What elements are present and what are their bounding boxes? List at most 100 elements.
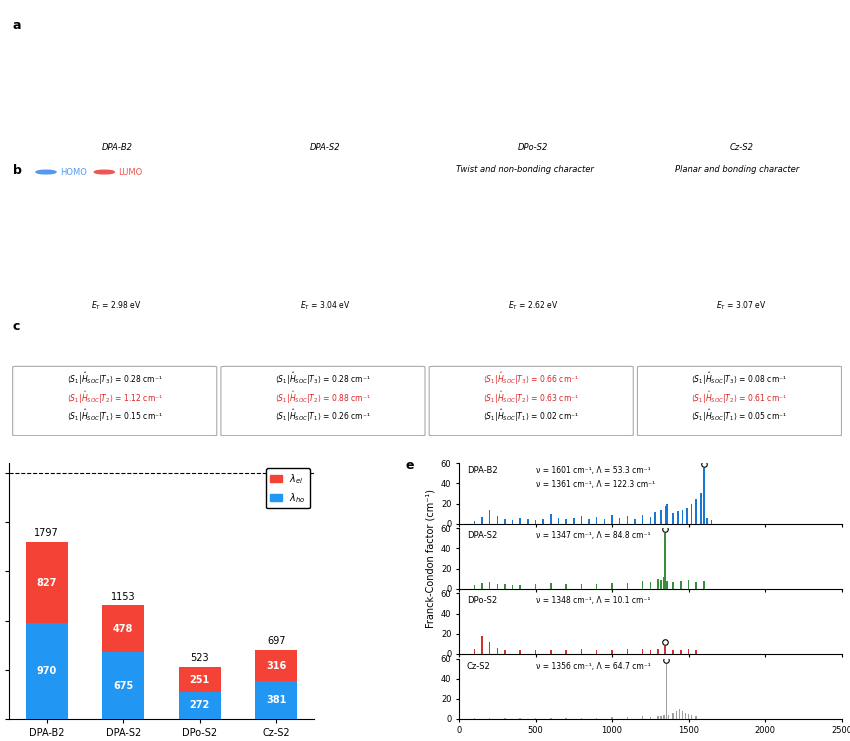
Bar xyxy=(634,519,636,524)
Bar xyxy=(688,714,689,719)
Text: 272: 272 xyxy=(190,700,210,711)
Bar xyxy=(535,718,536,719)
Bar xyxy=(691,503,693,524)
FancyBboxPatch shape xyxy=(221,366,425,436)
Bar xyxy=(649,650,651,654)
Text: Planar and bonding character: Planar and bonding character xyxy=(675,165,800,174)
Text: $\langle S_1|\hat{H}_{SOC}|T_1\rangle$ = 0.02 cm⁻¹: $\langle S_1|\hat{H}_{SOC}|T_1\rangle$ =… xyxy=(483,408,580,425)
FancyBboxPatch shape xyxy=(638,366,842,436)
Bar xyxy=(660,579,662,588)
Bar xyxy=(565,718,567,719)
Bar xyxy=(573,517,575,524)
Bar xyxy=(473,585,475,588)
Bar xyxy=(665,505,666,524)
Bar xyxy=(695,499,697,524)
Bar xyxy=(535,650,536,654)
Bar xyxy=(581,584,582,588)
Bar xyxy=(660,716,662,719)
Text: 697: 697 xyxy=(267,637,286,646)
Bar xyxy=(691,715,693,719)
Bar xyxy=(565,584,567,588)
Text: 478: 478 xyxy=(113,624,133,634)
Text: 827: 827 xyxy=(37,578,57,588)
Bar xyxy=(535,584,536,588)
Bar xyxy=(596,718,598,719)
Text: ν = 1348 cm⁻¹, Λ = 10.1 cm⁻¹: ν = 1348 cm⁻¹, Λ = 10.1 cm⁻¹ xyxy=(536,597,650,605)
Text: $E_T$ = 2.62 eV: $E_T$ = 2.62 eV xyxy=(508,299,558,312)
Text: $\langle S_1|\hat{H}_{SOC}|T_1\rangle$ = 0.15 cm⁻¹: $\langle S_1|\hat{H}_{SOC}|T_1\rangle$ =… xyxy=(66,408,163,425)
Text: LUMO: LUMO xyxy=(118,167,143,176)
Bar xyxy=(473,521,475,524)
Bar xyxy=(663,715,665,719)
Bar xyxy=(611,650,613,654)
Text: 1153: 1153 xyxy=(111,591,135,602)
Bar xyxy=(672,582,674,588)
Bar xyxy=(611,514,613,524)
Bar xyxy=(504,519,506,524)
Bar xyxy=(542,519,544,524)
Text: DPA-S2: DPA-S2 xyxy=(467,531,497,540)
Bar xyxy=(26,623,68,719)
Bar xyxy=(642,716,643,719)
Text: e: e xyxy=(405,459,414,471)
Text: 675: 675 xyxy=(113,681,133,691)
Bar xyxy=(642,648,643,654)
Bar xyxy=(657,579,659,588)
Text: a: a xyxy=(13,19,21,32)
Bar xyxy=(611,717,613,719)
Bar xyxy=(565,519,567,524)
Bar xyxy=(626,717,628,719)
Bar xyxy=(496,516,498,524)
Bar xyxy=(178,692,221,719)
Bar xyxy=(703,581,705,588)
Bar xyxy=(596,584,598,588)
Bar xyxy=(685,713,686,719)
Text: $\langle S_1|\hat{H}_{SOC}|T_3\rangle$ = 0.28 cm⁻¹: $\langle S_1|\hat{H}_{SOC}|T_3\rangle$ =… xyxy=(67,371,162,388)
Bar xyxy=(657,648,659,654)
Bar xyxy=(504,584,506,588)
Circle shape xyxy=(94,170,114,174)
Bar xyxy=(550,582,552,588)
Text: $\langle S_1|\hat{H}_{SOC}|T_3\rangle$ = 0.08 cm⁻¹: $\langle S_1|\hat{H}_{SOC}|T_3\rangle$ =… xyxy=(691,371,788,388)
Text: ν = 1601 cm⁻¹, Λ = 53.3 cm⁻¹: ν = 1601 cm⁻¹, Λ = 53.3 cm⁻¹ xyxy=(536,466,650,476)
Bar xyxy=(473,718,475,719)
Bar xyxy=(489,718,490,719)
Text: ν = 1347 cm⁻¹, Λ = 84.8 cm⁻¹: ν = 1347 cm⁻¹, Λ = 84.8 cm⁻¹ xyxy=(536,531,650,540)
Bar xyxy=(550,650,552,654)
Bar xyxy=(688,579,689,588)
Text: DPA-B2: DPA-B2 xyxy=(467,466,497,476)
Bar xyxy=(686,508,688,524)
Bar xyxy=(581,718,582,719)
Text: b: b xyxy=(13,165,21,177)
Bar xyxy=(519,517,521,524)
Bar xyxy=(581,648,582,654)
Bar xyxy=(550,514,552,524)
Text: ν = 1361 cm⁻¹, Λ = 122.3 cm⁻¹: ν = 1361 cm⁻¹, Λ = 122.3 cm⁻¹ xyxy=(536,480,654,489)
Text: 381: 381 xyxy=(266,695,286,705)
Bar xyxy=(626,516,628,524)
Bar xyxy=(489,510,490,524)
FancyBboxPatch shape xyxy=(13,366,217,436)
Bar xyxy=(596,650,598,654)
Bar xyxy=(678,708,680,719)
Bar xyxy=(682,510,683,524)
Text: DPo-S2: DPo-S2 xyxy=(467,597,496,605)
Bar xyxy=(666,663,667,719)
Bar xyxy=(535,519,536,524)
Text: DPo-S2: DPo-S2 xyxy=(518,143,548,152)
Bar xyxy=(700,494,701,524)
Y-axis label: Franck-Condon factor (cm⁻¹): Franck-Condon factor (cm⁻¹) xyxy=(425,489,435,628)
Bar xyxy=(677,511,678,524)
Text: $\langle S_1|\hat{H}_{SOC}|T_2\rangle$ = 0.61 cm⁻¹: $\langle S_1|\hat{H}_{SOC}|T_2\rangle$ =… xyxy=(691,389,788,406)
Bar xyxy=(519,585,521,588)
Circle shape xyxy=(36,170,56,174)
Bar xyxy=(558,517,559,524)
Bar xyxy=(657,716,659,719)
Text: DPA-B2: DPA-B2 xyxy=(101,143,133,152)
Bar xyxy=(550,718,552,719)
Bar xyxy=(672,513,674,524)
Bar xyxy=(102,653,144,719)
Bar xyxy=(519,650,521,654)
Bar xyxy=(672,650,674,654)
Bar xyxy=(672,713,674,719)
